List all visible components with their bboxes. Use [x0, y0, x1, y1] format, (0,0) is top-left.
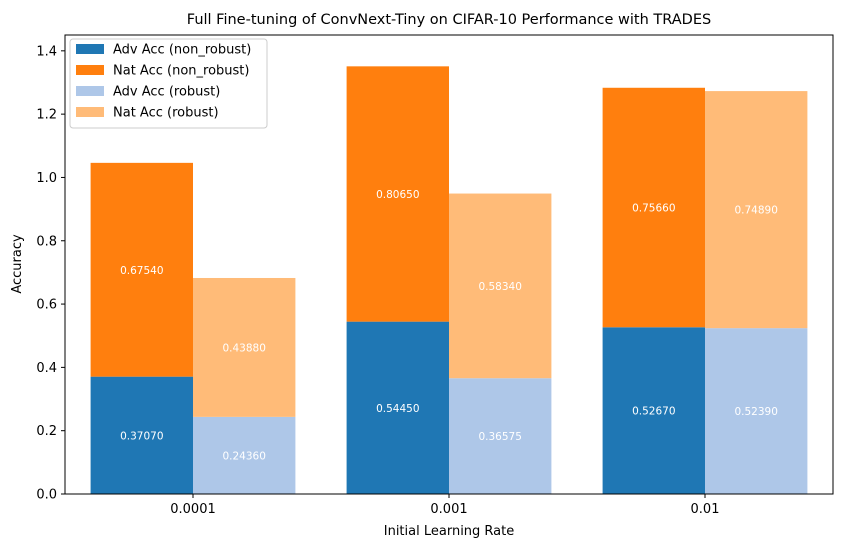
bar-nat-acc-non-robust-1 — [346, 66, 449, 322]
y-tick-label: 0.0 — [36, 488, 57, 503]
bar-label-nat-acc-non-robust-1: 0.80650 — [376, 189, 419, 201]
bar-adv-acc-robust-2 — [705, 328, 808, 494]
y-axis: 0.0 0.2 0.4 0.6 0.8 1.0 1.2 1.4 — [36, 44, 65, 503]
legend-box — [69, 38, 268, 129]
bar-adv-acc-robust-1 — [449, 378, 552, 494]
bar-label-nat-acc-non-robust-2: 0.75660 — [632, 203, 675, 215]
bar-adv-acc-non-robust-0 — [90, 376, 193, 494]
bars-group — [90, 66, 808, 494]
bar-label-nat-acc-robust-2: 0.74890 — [734, 205, 777, 217]
x-tick-label: 0.01 — [691, 502, 720, 517]
y-tick-label: 1.2 — [36, 108, 57, 123]
y-tick-label: 0.2 — [36, 424, 57, 439]
bar-label-adv-acc-non-robust-2: 0.52670 — [632, 406, 675, 418]
bar-nat-acc-non-robust-0 — [90, 162, 193, 377]
bar-label-adv-acc-robust-0: 0.24360 — [222, 450, 265, 462]
bar-adv-acc-non-robust-1 — [346, 321, 449, 494]
x-axis-label: Initial Learning Rate — [384, 524, 514, 539]
legend-label-adv-acc-robust: Adv Acc (robust) — [113, 85, 220, 100]
y-tick-label: 0.6 — [36, 298, 57, 313]
bar-adv-acc-non-robust-2 — [602, 327, 705, 494]
legend-swatch-nat-acc-robust — [76, 107, 104, 117]
legend: Adv Acc (non_robust) Nat Acc (non_robust)… — [69, 38, 268, 129]
y-tick-label: 1.4 — [36, 44, 57, 59]
legend-swatch-adv-acc-robust — [76, 86, 104, 96]
bar-nat-acc-robust-2 — [705, 91, 808, 329]
bar-nat-acc-robust-0 — [193, 277, 296, 417]
legend-label-adv-acc-non-robust: Adv Acc (non_robust) — [113, 43, 251, 58]
bar-label-nat-acc-non-robust-0: 0.67540 — [120, 265, 163, 277]
y-tick-label: 0.4 — [36, 361, 57, 376]
bar-label-nat-acc-robust-1: 0.58340 — [478, 281, 521, 293]
bar-label-adv-acc-non-robust-1: 0.54450 — [376, 403, 419, 415]
bar-labels-group: 0.37070 0.67540 0.24360 0.43880 0.54450 0.806… — [120, 189, 778, 462]
y-tick-label: 1.0 — [36, 171, 57, 186]
bar-label-adv-acc-robust-2: 0.52390 — [734, 406, 777, 418]
bar-adv-acc-robust-0 — [193, 416, 296, 494]
legend-swatch-adv-acc-non-robust — [76, 44, 104, 54]
bar-label-adv-acc-robust-1: 0.36575 — [478, 431, 521, 443]
legend-label-nat-acc-robust: Nat Acc (robust) — [113, 106, 219, 121]
y-tick-label: 0.8 — [36, 234, 57, 249]
bar-nat-acc-non-robust-2 — [602, 87, 705, 328]
x-tick-label: 0.001 — [430, 502, 467, 517]
x-axis: 0.0001 0.001 0.01 — [170, 494, 719, 517]
legend-swatch-nat-acc-non-robust — [76, 65, 104, 75]
chart-title: Full Fine-tuning of ConvNext-Tiny on CIF… — [187, 12, 711, 28]
bar-label-adv-acc-non-robust-0: 0.37070 — [120, 430, 163, 442]
y-axis-label: Accuracy — [10, 234, 25, 294]
legend-label-nat-acc-non-robust: Nat Acc (non_robust) — [113, 64, 249, 79]
x-tick-label: 0.0001 — [170, 502, 216, 517]
bar-label-nat-acc-robust-0: 0.43880 — [222, 342, 265, 354]
bar-nat-acc-robust-1 — [449, 193, 552, 379]
